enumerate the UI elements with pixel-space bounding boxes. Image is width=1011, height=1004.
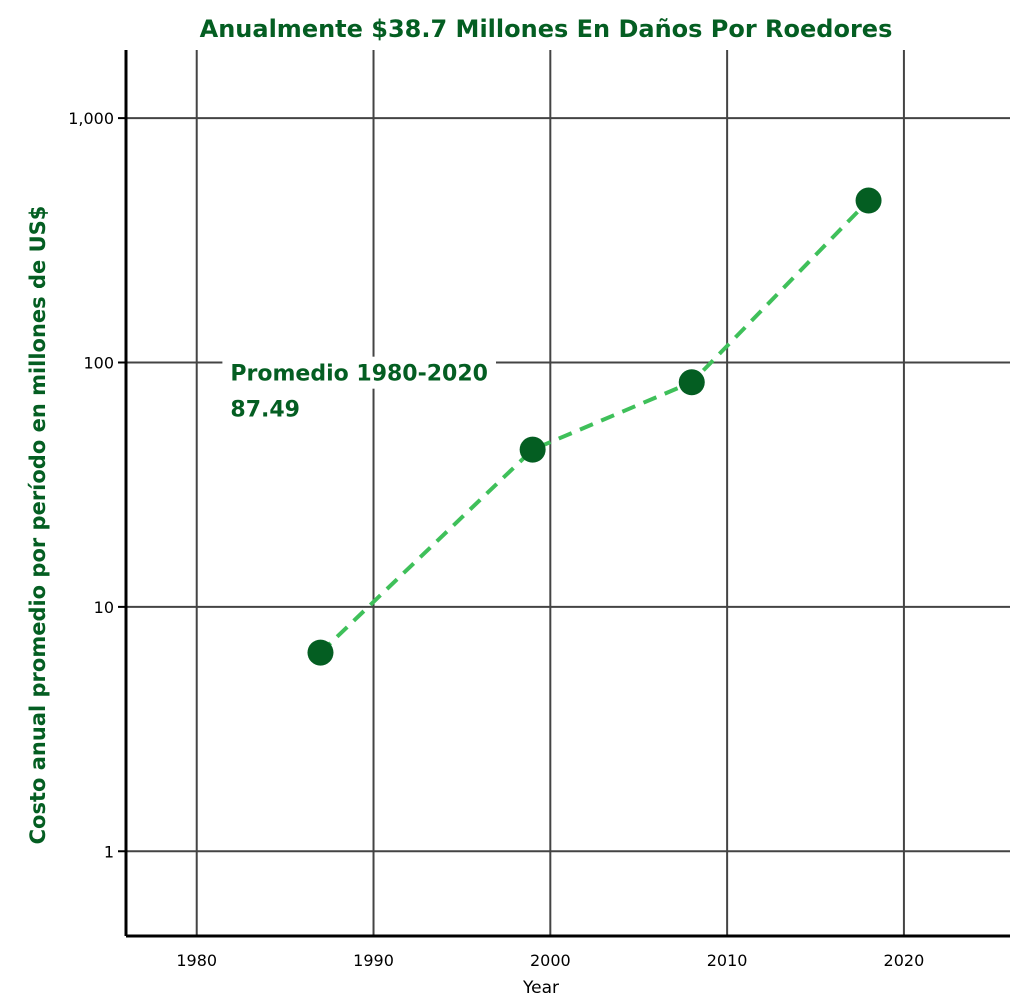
- data-point: [678, 369, 705, 396]
- y-tick-label: 1: [104, 842, 114, 861]
- x-axis-title: Year: [522, 978, 559, 998]
- annotation: Promedio 1980-2020 87.49: [222, 356, 496, 423]
- data-point: [307, 639, 334, 666]
- x-tick-label: 2000: [530, 951, 571, 970]
- grid: [126, 50, 1010, 936]
- x-tick-label: 2010: [707, 951, 748, 970]
- x-tick-label: 1980: [176, 951, 217, 970]
- tick-labels: 1980 1990 2000 2010 2020 1 10 100 1,000: [68, 109, 924, 970]
- x-tick-label: 1990: [353, 951, 394, 970]
- y-tick-label: 10: [94, 598, 114, 617]
- data-point: [519, 436, 546, 463]
- annotation-label: Promedio 1980-2020: [230, 362, 488, 387]
- y-axis-title: Costo anual promedio por período en mill…: [26, 206, 50, 845]
- chart-title: Anualmente $38.7 Millones En Daños Por R…: [200, 15, 893, 43]
- y-tick-label: 100: [83, 353, 114, 372]
- data-point: [855, 187, 882, 214]
- data-series: [307, 187, 882, 666]
- y-tick-label: 1,000: [68, 109, 114, 128]
- x-tick-label: 2020: [884, 951, 925, 970]
- annotation-value: 87.49: [230, 398, 300, 423]
- series-line: [319, 199, 870, 655]
- annotation-background: [222, 356, 496, 389]
- axes: [118, 50, 1010, 938]
